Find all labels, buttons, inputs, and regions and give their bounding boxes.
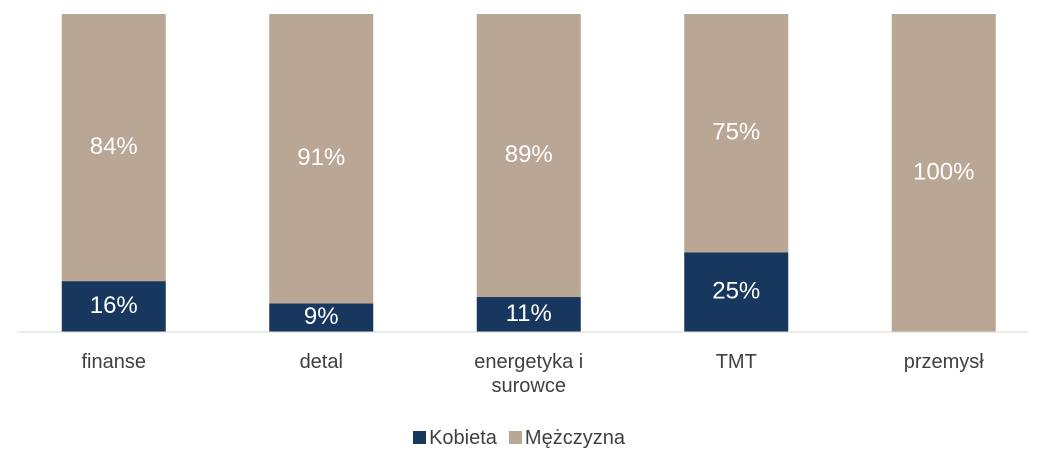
legend-swatch: [508, 431, 522, 444]
data-label: 84%: [90, 133, 138, 160]
x-tick-label: finanse: [81, 351, 147, 373]
data-label: 9%: [304, 303, 339, 330]
x-tick-label: TMT: [715, 351, 757, 373]
data-label: 16%: [90, 292, 138, 319]
data-label: 75%: [712, 119, 760, 146]
legend-label: Mężczyzna: [524, 427, 625, 449]
bar-segment: [684, 14, 789, 253]
x-tick-label: energetyka i surowce: [474, 351, 584, 397]
bar-segment: [269, 303, 374, 332]
data-label: 91%: [297, 144, 345, 171]
data-label: 25%: [712, 278, 760, 305]
legend-swatch: [413, 431, 427, 444]
bar-segment: [891, 14, 996, 332]
x-tick-label: przemysł: [903, 351, 984, 373]
bar-segment: [476, 297, 581, 332]
bar-segment: [61, 14, 166, 282]
legend-item: Mężczyzna: [508, 427, 625, 450]
legend-label: Kobieta: [429, 427, 497, 449]
bar-segment: [476, 14, 581, 298]
bar-segment: [269, 14, 374, 304]
legend: Kobieta Mężczyzna: [0, 427, 1038, 450]
legend-item: Kobieta: [413, 427, 497, 450]
bar-segment: [684, 252, 789, 332]
x-tick-label: detal: [299, 351, 343, 373]
data-label: 11%: [506, 300, 552, 327]
bar-segment: [61, 281, 166, 332]
data-label: 89%: [505, 141, 553, 168]
data-label: 100%: [913, 158, 974, 185]
